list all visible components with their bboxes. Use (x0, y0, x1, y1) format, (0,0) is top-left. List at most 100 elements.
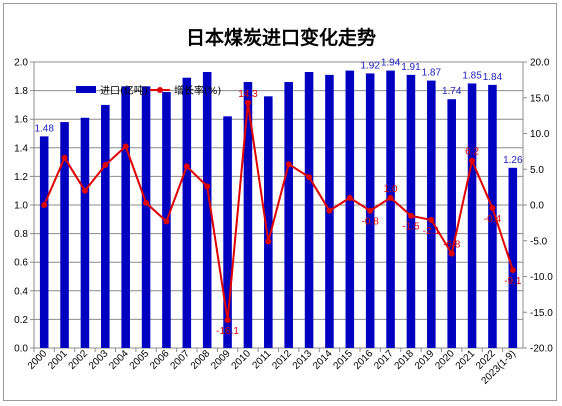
bar (223, 116, 232, 348)
x-tick-label: 2001 (46, 348, 70, 372)
growth-line (41, 99, 516, 324)
bar-value-label: 1.26 (503, 155, 523, 166)
y-left-tick-label: 2.0 (14, 58, 28, 69)
chart-frame (3, 3, 557, 401)
bar (39, 136, 49, 348)
growth-value-label: -1.5 (402, 222, 420, 233)
growth-point (143, 199, 150, 206)
x-tick-label: 2020 (433, 348, 457, 372)
y-right-tick-label: -10.0 (530, 272, 553, 283)
bar (182, 77, 192, 348)
x-tick-label: 2007 (168, 348, 192, 372)
bar-value-label: 1.94 (381, 58, 401, 69)
growth-point (306, 174, 313, 181)
y-right-tick-label: 15.0 (530, 93, 550, 104)
y-left-tick-label: 0.8 (14, 229, 28, 240)
bar-value-label: 1.91 (401, 62, 421, 73)
growth-point (61, 154, 68, 161)
y-right-tick-label: 0.0 (530, 201, 544, 212)
growth-value-label: 14.3 (238, 89, 258, 100)
bar (121, 86, 130, 348)
x-tick-label: 2006 (148, 348, 172, 372)
growth-point (224, 317, 231, 324)
legend-label-import: 进口(亿吨) (100, 84, 148, 97)
y-right-tick-label: 5.0 (530, 165, 544, 176)
bar (386, 70, 395, 348)
bar-value-label: 1.87 (422, 68, 442, 79)
bar-value-label: 1.85 (462, 70, 482, 81)
bar (427, 80, 436, 348)
growth-point (346, 194, 353, 201)
x-tick-label: 2012 (270, 348, 294, 372)
growth-value-label: -0.4 (484, 214, 502, 225)
growth-value-label: -2.1 (423, 226, 441, 237)
bar (488, 84, 497, 348)
y-right-tick-label: 10.0 (530, 129, 550, 140)
y-left-tick-label: 1.6 (14, 115, 28, 126)
y-right-tick-label: -15.0 (530, 308, 553, 319)
growth-point (81, 187, 88, 194)
legend-marker-growth (157, 87, 163, 93)
x-tick-label: 2019 (413, 348, 437, 372)
bar (447, 99, 456, 349)
growth-point (265, 238, 272, 245)
y-left-tick-label: 0.4 (14, 286, 28, 297)
data-labels: 1.48 1.92 1.94 1.911.871.741.85 1.84 1.26 -16.… (34, 58, 523, 338)
chart-title: 日本煤炭进口变化走势 (186, 26, 376, 49)
bar (243, 82, 253, 349)
bar (284, 82, 293, 349)
growth-point (469, 157, 476, 164)
y-left-tick-label: 0.2 (14, 315, 28, 326)
x-tick-label: 2015 (331, 348, 355, 372)
x-tick-label: 2010 (230, 348, 254, 372)
x-tick-label: 2011 (250, 348, 273, 371)
bar (467, 83, 477, 348)
bar-value-label: 1.84 (483, 72, 503, 83)
growth-point (183, 163, 190, 170)
y-left-tick-label: 0.0 (14, 344, 28, 355)
x-tick-label: 2013 (291, 348, 315, 372)
bar-value-label: 1.92 (360, 60, 380, 71)
growth-point (509, 267, 516, 274)
y-right-tick-label: -20.0 (530, 344, 553, 355)
growth-point (163, 218, 170, 225)
growth-value-label: 6.2 (465, 147, 479, 158)
growth-point (102, 161, 109, 168)
legend-label-growth: 增长率(%) (174, 84, 221, 97)
y-right-tick-label: -5.0 (530, 236, 548, 247)
x-tick-label: 2014 (311, 348, 335, 372)
growth-line-path (43, 102, 514, 321)
growth-value-label: -16.1 (216, 326, 239, 337)
bar (264, 96, 273, 348)
growth-point (244, 99, 251, 106)
bar (406, 74, 416, 349)
bar-value-label: 1.48 (34, 123, 54, 134)
growth-point (122, 143, 129, 150)
growth-value-label: 1.0 (384, 184, 398, 195)
bar (345, 70, 355, 348)
bar (101, 104, 110, 349)
x-tick-label: 2002 (67, 348, 91, 372)
growth-value-label: -6.8 (443, 240, 461, 251)
y-left-tick-label: 1.0 (14, 201, 28, 212)
legend: 进口(亿吨) 增长率(%) (76, 84, 221, 97)
bar (304, 72, 314, 348)
growth-point (326, 207, 333, 214)
growth-point (489, 204, 496, 211)
growth-point (448, 250, 455, 257)
x-tick-label: 2017 (372, 348, 396, 372)
growth-point (41, 202, 48, 208)
bar (141, 86, 151, 348)
x-tick-label: 2003 (87, 348, 111, 372)
bar (60, 122, 69, 348)
y-left-tick-label: 1.4 (14, 143, 28, 154)
x-tick-label: 2008 (189, 348, 213, 372)
x-tick-label: 2018 (393, 348, 417, 372)
growth-point (367, 207, 374, 214)
bar (80, 117, 90, 349)
x-tick-label: 2004 (107, 348, 131, 372)
x-tick-label: 2016 (352, 348, 376, 372)
growth-point (387, 194, 394, 201)
bar (508, 167, 518, 348)
